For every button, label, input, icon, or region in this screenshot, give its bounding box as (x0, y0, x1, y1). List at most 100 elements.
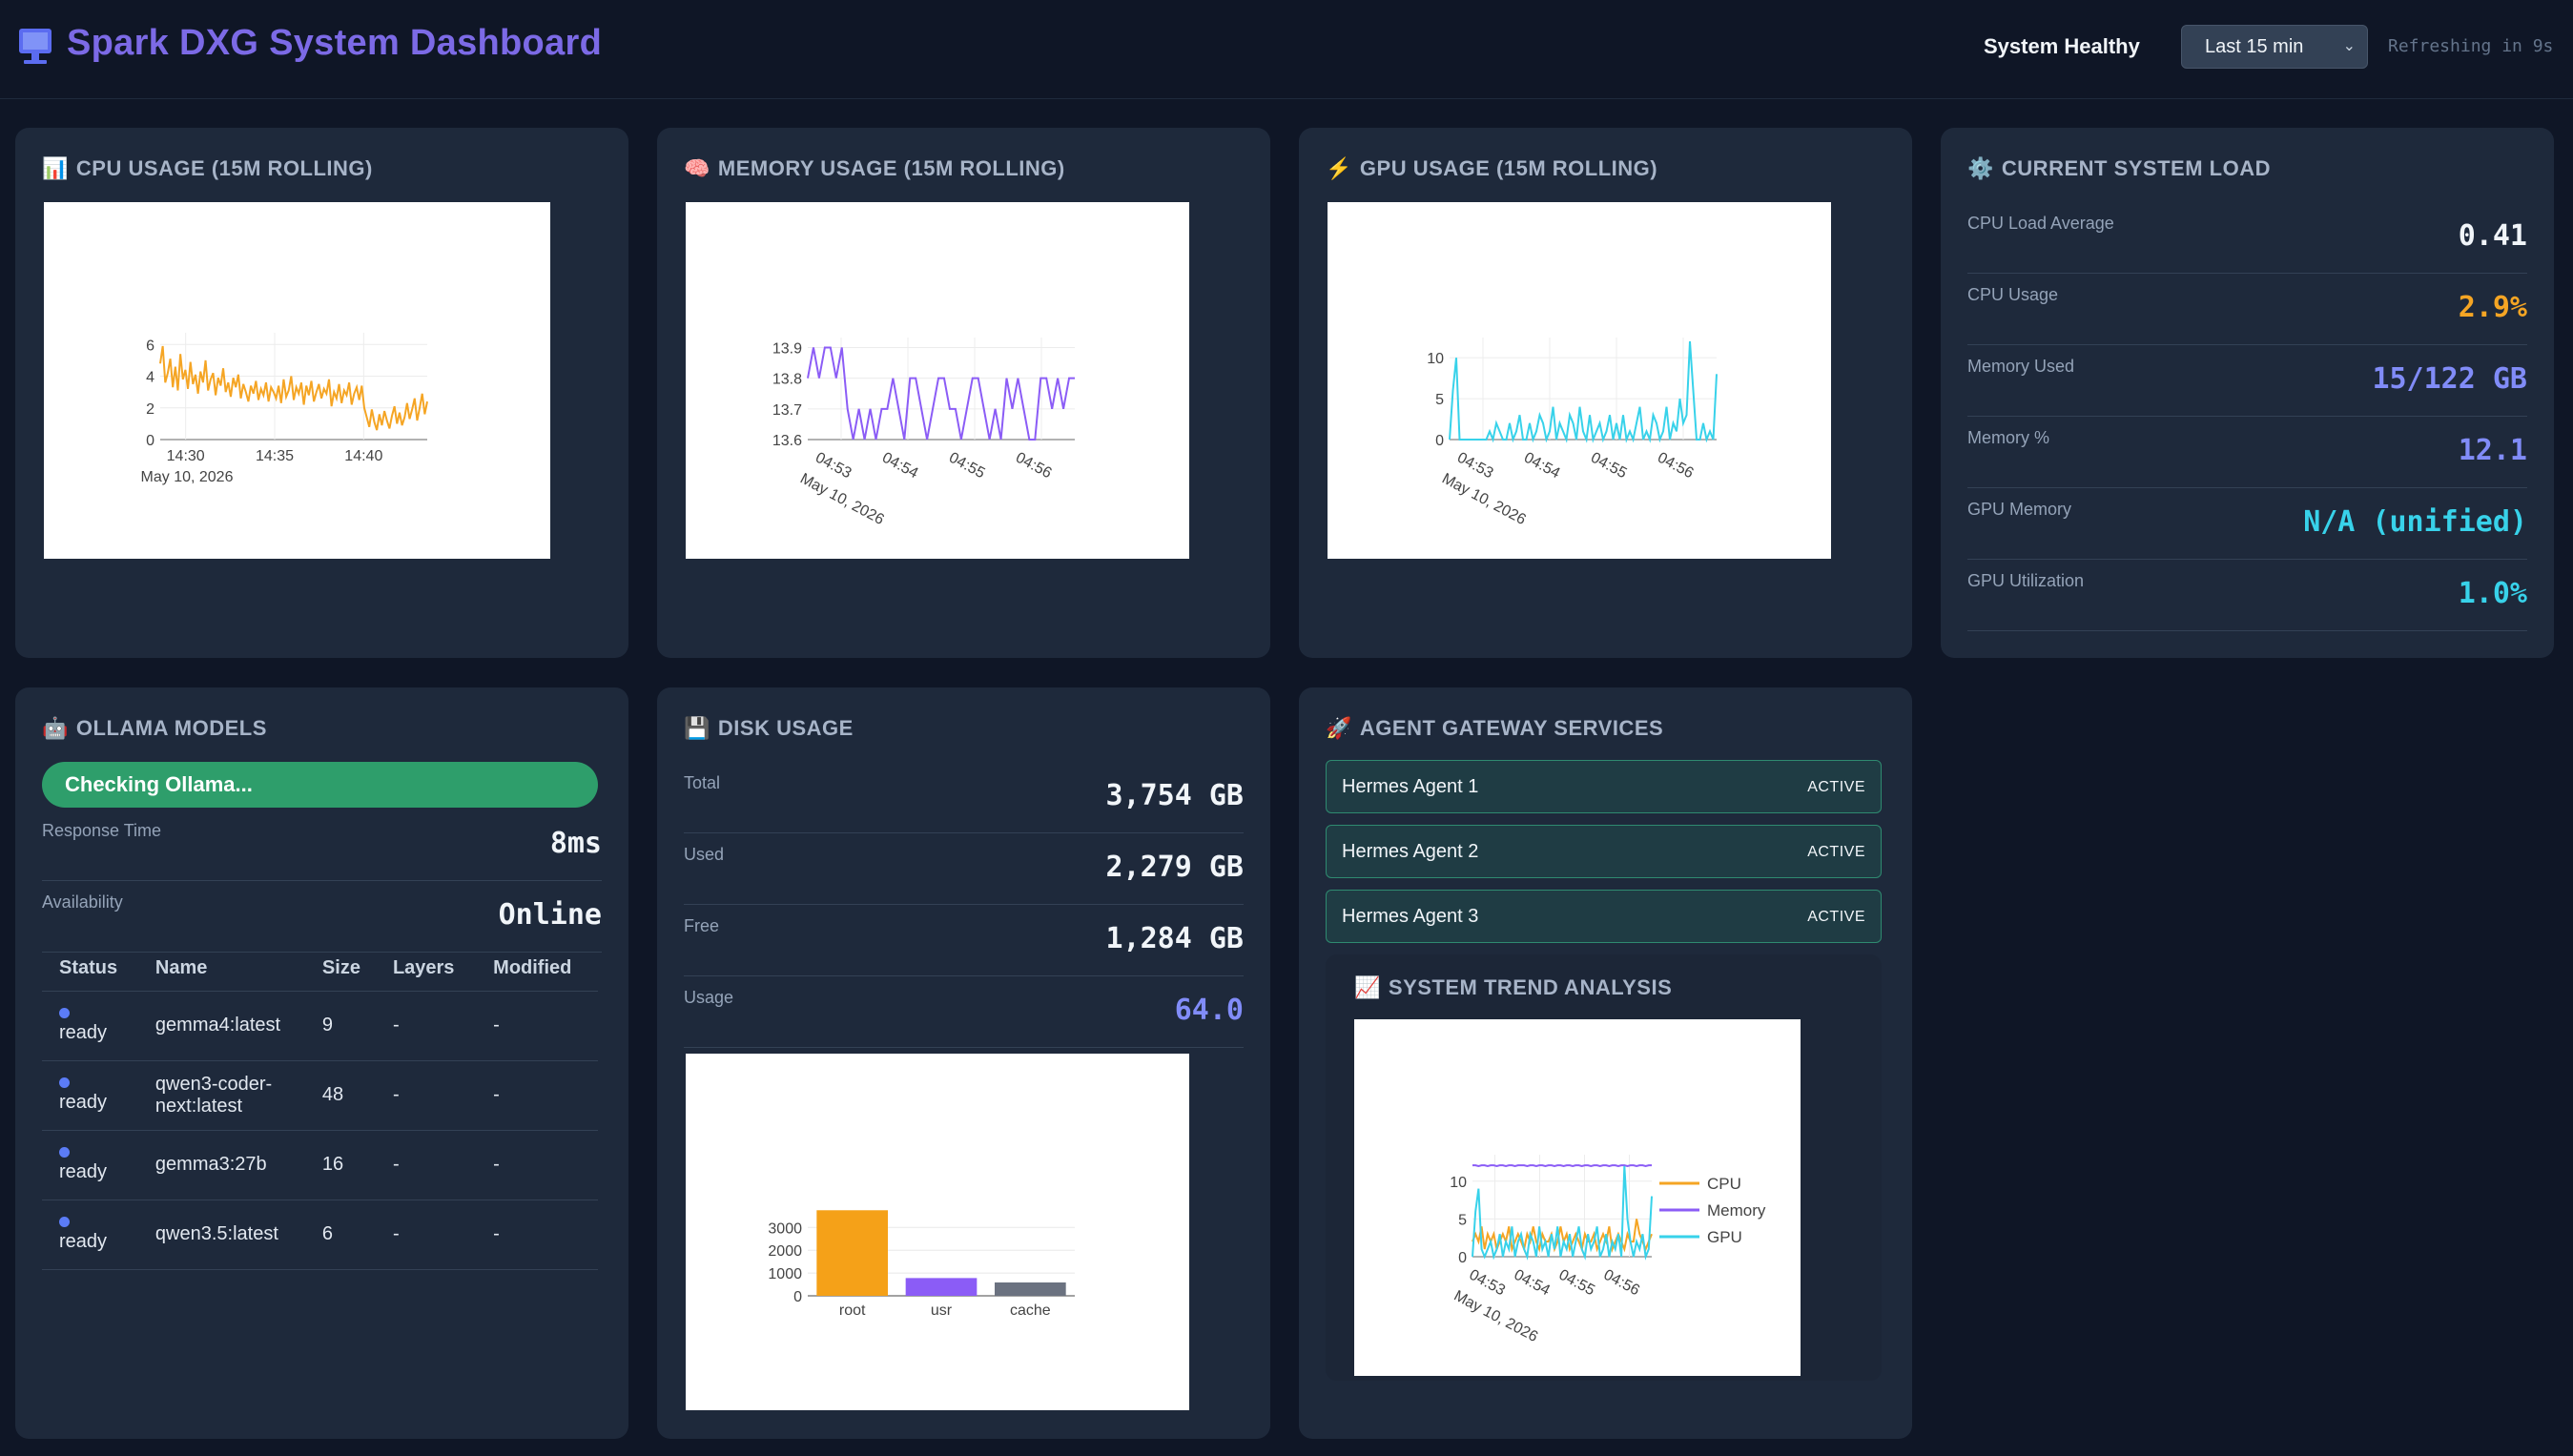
disk-card-title: 💾 DISK USAGE (684, 716, 854, 740)
gateway-service[interactable]: Hermes Agent 1 ACTIVE (1326, 760, 1882, 813)
y-tick-label: 1000 (768, 1266, 802, 1282)
y-tick-label: 0 (1435, 433, 1444, 449)
load-metric-label: GPU Memory (1967, 500, 2072, 519)
model-layers: - (375, 1060, 477, 1131)
model-layers: - (375, 1130, 477, 1200)
disk-metric-value: 2,279 GB (1105, 851, 1245, 884)
disk-metric-row: Used 2,279 GB (684, 833, 1244, 905)
gpu-chart[interactable]: 0 5 10 04:53 04:54 04:55 04:56 May 10, 2026 (1328, 202, 1831, 559)
x-tick-label: root (839, 1302, 866, 1319)
memory-series-line (1472, 1164, 1652, 1167)
model-status-text: ready (59, 1021, 108, 1043)
model-status: ready (42, 991, 138, 1061)
model-size: 16 (304, 1130, 376, 1200)
y-tick-label: 3000 (768, 1220, 802, 1237)
model-name: qwen3.5:latest (137, 1200, 305, 1270)
y-tick-label: 5 (1458, 1212, 1467, 1228)
y-tick-label: 0 (146, 433, 154, 449)
model-status-text: ready (59, 1230, 108, 1252)
column-header[interactable]: Layers (375, 947, 477, 992)
cpu-usage-card: 📊 CPU USAGE (15M ROLLING) 0 2 4 6 14:30 14:35 1… (15, 128, 628, 658)
model-name: gemma4:latest (137, 991, 305, 1061)
y-tick-label: 6 (146, 338, 154, 354)
service-status-badge: ACTIVE (1807, 909, 1865, 925)
gateway-service[interactable]: Hermes Agent 3 ACTIVE (1326, 890, 1882, 943)
model-row[interactable]: ready gemma4:latest 9- - (42, 991, 598, 1061)
cpu-chart[interactable]: 0 2 4 6 14:30 14:35 14:40 May 10, 2026 (44, 202, 550, 559)
cpu-card-title: 📊 CPU USAGE (15M ROLLING) (42, 156, 373, 180)
time-range-value: Last 15 min (2205, 36, 2304, 57)
trend-chart-icon: 📈 (1354, 975, 1381, 999)
model-modified: - (476, 991, 598, 1061)
y-tick-label: 2 (146, 401, 154, 418)
column-header[interactable]: Name (137, 947, 305, 992)
load-metric-value: 15/122 GB (2372, 362, 2527, 396)
legend-label: Memory (1707, 1201, 1766, 1220)
disk-metric-label: Total (684, 773, 721, 792)
y-tick-label: 2000 (768, 1243, 802, 1260)
x-tick-label: usr (931, 1302, 953, 1319)
load-metric-label: CPU Load Average (1967, 214, 2114, 233)
x-tick-label: 04:56 (1655, 450, 1696, 482)
disk-chart[interactable]: 0 1000 2000 3000 root usr cache (686, 1054, 1189, 1410)
model-layers: - (375, 991, 477, 1061)
header-bar: Spark DXG System Dashboard System Health… (0, 0, 2573, 99)
system-load-title: ⚙️ CURRENT SYSTEM LOAD (1967, 156, 2271, 180)
gateway-card-title: 🚀 AGENT GATEWAY SERVICES (1326, 716, 1664, 740)
x-tick-label: 04:56 (1013, 450, 1054, 482)
y-tick-label: 13.9 (772, 340, 802, 357)
response-time-row: Response Time 8ms (42, 810, 602, 881)
trend-chart[interactable]: 0 5 10 04:53 04:54 04:55 04:56 May 10, 2026 CPU M… (1354, 1019, 1801, 1376)
memory-chart[interactable]: 13.6 13.7 13.8 13.9 04:53 04:54 04:55 04:56 May … (686, 202, 1189, 559)
floppy-disk-icon: 💾 (684, 716, 710, 740)
ollama-models-card: 🤖 OLLAMA MODELS Checking Ollama... Respon… (15, 687, 628, 1439)
model-size: 6 (304, 1200, 376, 1270)
load-metric-label: Memory Used (1967, 357, 2075, 376)
memory-usage-card: 🧠 MEMORY USAGE (15M ROLLING) 13.6 13.7 13.8… (657, 128, 1270, 658)
load-metric-value: 2.9% (2458, 291, 2527, 324)
model-modified: - (476, 1130, 598, 1200)
model-status: ready (42, 1200, 138, 1270)
series-line (807, 346, 1075, 441)
memory-card-title: 🧠 MEMORY USAGE (15M ROLLING) (684, 156, 1065, 180)
system-load-card: ⚙️ CURRENT SYSTEM LOAD CPU Load Average 0.… (1941, 128, 2554, 658)
model-row[interactable]: ready qwen3-coder-next:latest 48- - (42, 1060, 598, 1131)
time-range-select[interactable]: Last 15 min ⌄ (2181, 25, 2368, 69)
response-time-value: 8ms (549, 827, 602, 860)
model-status: ready (42, 1060, 138, 1131)
service-name: Hermes Agent 1 (1342, 776, 1479, 797)
column-header[interactable]: Modified (476, 947, 598, 992)
disk-metric-value: 64.0 (1174, 994, 1244, 1027)
disk-metric-label: Usage (684, 988, 734, 1007)
service-name: Hermes Agent 3 (1342, 906, 1479, 927)
y-tick-label: 0 (793, 1289, 802, 1305)
system-health-status: System Healthy (1984, 34, 2140, 58)
x-tick-label: 04:54 (879, 450, 920, 482)
model-row[interactable]: ready gemma3:27b 16- - (42, 1130, 598, 1200)
model-modified: - (476, 1200, 598, 1270)
gear-icon: ⚙️ (1967, 156, 1994, 180)
response-time-label: Response Time (42, 821, 162, 840)
status-dot-icon (59, 1007, 70, 1018)
model-row[interactable]: ready qwen3.5:latest 6- - (42, 1200, 598, 1270)
service-status-badge: ACTIVE (1807, 844, 1865, 860)
model-size: 48 (304, 1060, 376, 1131)
rocket-icon: 🚀 (1326, 716, 1352, 740)
load-metric-row: GPU Memory N/A (unified) (1967, 488, 2527, 560)
trend-title: 📈 SYSTEM TREND ANALYSIS (1354, 975, 1673, 999)
status-dot-icon (59, 1146, 70, 1158)
x-axis-date-label: May 10, 2026 (141, 469, 234, 485)
x-tick-label: 14:35 (256, 448, 294, 464)
model-status-text: ready (59, 1091, 108, 1113)
refresh-countdown: Refreshing in 9s (2388, 36, 2554, 56)
disk-metric-label: Free (684, 916, 720, 935)
legend-label: CPU (1707, 1175, 1741, 1193)
y-tick-label: 10 (1427, 351, 1444, 367)
x-tick-label: 04:55 (1588, 450, 1629, 482)
column-header[interactable]: Status (42, 947, 138, 992)
gpu-card-title: ⚡ GPU USAGE (15M ROLLING) (1326, 156, 1658, 180)
gateway-service[interactable]: Hermes Agent 2 ACTIVE (1326, 825, 1882, 878)
x-tick-label: 04:54 (1521, 450, 1562, 482)
disk-metric-row: Total 3,754 GB (684, 762, 1244, 833)
column-header[interactable]: Size (304, 947, 376, 992)
